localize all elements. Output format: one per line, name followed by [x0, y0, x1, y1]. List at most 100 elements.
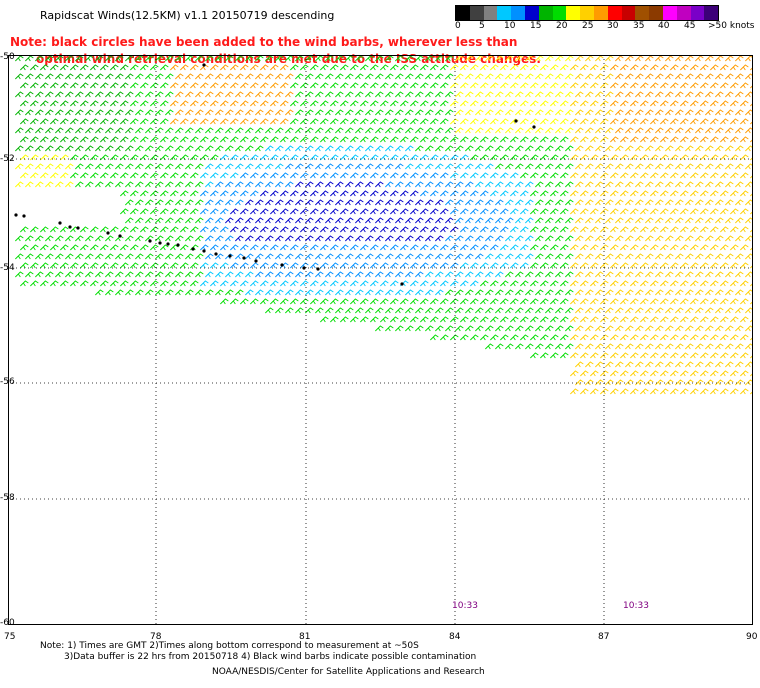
wind-barb	[50, 262, 59, 269]
wind-barb	[385, 163, 394, 170]
wind-barb	[720, 82, 729, 89]
wind-barb	[350, 100, 359, 107]
wind-barb	[585, 181, 594, 188]
wind-barb	[200, 136, 209, 143]
wind-barb	[125, 253, 134, 260]
wind-barb	[550, 82, 559, 89]
wind-barb	[75, 181, 84, 188]
contamination-dot	[118, 234, 122, 238]
wind-barb	[600, 190, 609, 197]
wind-barb	[480, 208, 489, 215]
wind-barb	[645, 73, 654, 80]
wind-barb	[70, 172, 79, 179]
wind-barb	[750, 228, 753, 233]
wind-barb	[740, 334, 749, 341]
wind-barb	[275, 127, 284, 134]
wind-barb	[260, 262, 269, 269]
wind-barb	[525, 145, 534, 152]
wind-barb	[690, 370, 699, 377]
wind-barb	[590, 154, 599, 161]
wind-barb	[30, 64, 39, 71]
wind-barb	[150, 172, 159, 179]
wind-barb	[485, 325, 494, 332]
wind-barb	[555, 253, 564, 260]
wind-barb	[740, 298, 749, 305]
wind-barb	[170, 154, 179, 161]
wind-barb	[395, 91, 404, 98]
wind-barb	[160, 190, 169, 197]
wind-barb	[355, 271, 364, 278]
wind-barb	[200, 244, 209, 251]
wind-barb	[620, 244, 629, 251]
wind-barb	[610, 136, 619, 143]
wind-barb	[385, 145, 394, 152]
wind-barb	[320, 64, 329, 71]
longitude-label: 75	[4, 632, 16, 642]
wind-barb	[345, 181, 354, 188]
wind-barb	[345, 289, 354, 296]
wind-barb	[700, 334, 709, 341]
wind-barb	[265, 235, 274, 242]
wind-barb	[120, 262, 129, 269]
wind-barb	[650, 208, 659, 215]
wind-barb	[690, 280, 699, 287]
wind-barb	[230, 190, 239, 197]
wind-barb	[250, 244, 259, 251]
wind-barb	[205, 217, 214, 224]
wind-barb	[455, 307, 464, 314]
wind-barb	[605, 253, 614, 260]
wind-barb	[545, 127, 554, 134]
wind-barb	[175, 181, 184, 188]
wind-barb	[45, 235, 54, 242]
wind-barb	[510, 82, 519, 89]
wind-barb	[80, 118, 89, 125]
wind-barb	[350, 316, 359, 323]
wind-barb	[655, 73, 664, 80]
wind-barb	[630, 280, 639, 287]
wind-barb	[415, 325, 424, 332]
wind-barb	[525, 217, 534, 224]
wind-barb	[275, 181, 284, 188]
wind-barb	[185, 271, 194, 278]
wind-barb	[525, 73, 534, 80]
wind-barb	[205, 271, 214, 278]
wind-barb	[710, 388, 719, 395]
wind-barb	[285, 307, 294, 314]
wind-barb	[540, 226, 549, 233]
wind-barb	[315, 163, 324, 170]
wind-barb	[720, 280, 729, 287]
wind-barb	[460, 190, 469, 197]
wind-barb	[735, 109, 744, 116]
wind-barb	[590, 280, 599, 287]
wind-barb	[715, 217, 724, 224]
wind-barb	[25, 235, 34, 242]
wind-barb	[185, 145, 194, 152]
wind-barb	[25, 163, 34, 170]
wind-barb	[725, 91, 734, 98]
wind-barb	[505, 325, 514, 332]
wind-barb	[535, 253, 544, 260]
wind-barb	[215, 181, 224, 188]
wind-barb	[245, 73, 254, 80]
wind-barb	[725, 253, 734, 260]
wind-barb	[490, 244, 499, 251]
wind-barb	[430, 334, 439, 341]
wind-barb	[640, 226, 649, 233]
wind-barb	[295, 163, 304, 170]
wind-barb	[510, 280, 519, 287]
wind-barb	[65, 73, 74, 80]
wind-barb	[185, 253, 194, 260]
wind-barb	[225, 127, 234, 134]
wind-barb	[95, 91, 104, 98]
wind-barb	[570, 118, 579, 125]
wind-barb	[640, 244, 649, 251]
wind-barb	[310, 298, 319, 305]
wind-barb	[40, 244, 49, 251]
wind-barb	[165, 163, 174, 170]
wind-barb	[145, 289, 154, 296]
wind-barb	[565, 163, 574, 170]
wind-barb	[500, 172, 509, 179]
wind-barb	[695, 181, 704, 188]
wind-barb	[470, 82, 479, 89]
scale-label: 15	[530, 21, 542, 31]
